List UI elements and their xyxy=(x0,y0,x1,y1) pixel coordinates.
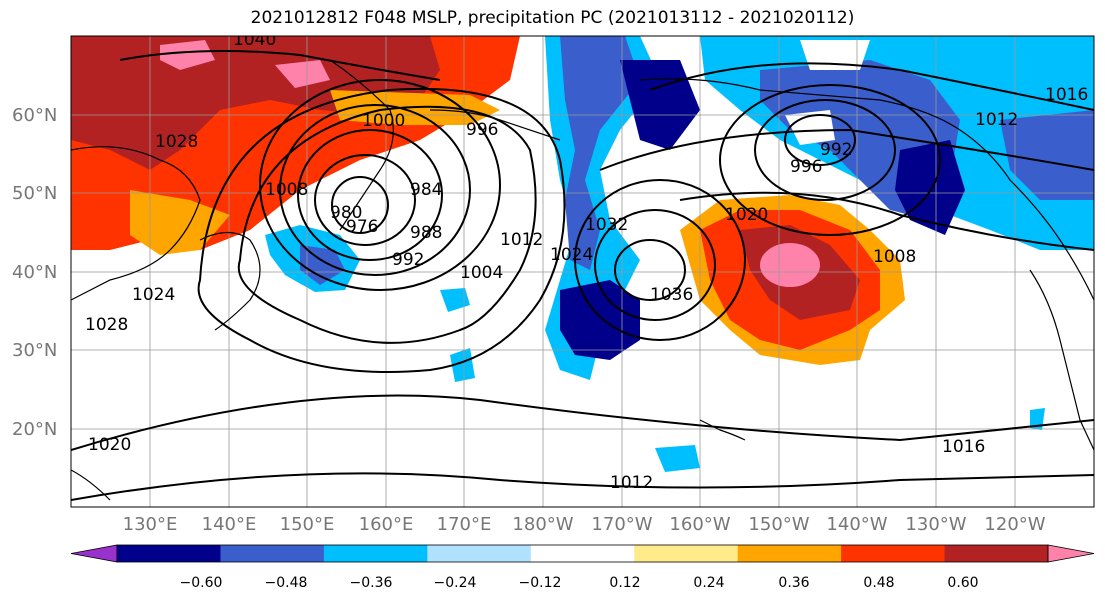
longitude-label: 150°E xyxy=(280,514,335,535)
isobar-label: 1004 xyxy=(460,263,503,283)
colorbar-tick-label: 0.24 xyxy=(693,575,724,591)
map-frame xyxy=(70,35,1095,508)
colorbar-segment xyxy=(737,545,842,562)
isobar-label: 992 xyxy=(820,140,852,160)
isobar-label: 984 xyxy=(410,180,442,200)
colorbar-tick-label: −0.60 xyxy=(180,575,223,591)
colorbar-tick-label: 0.48 xyxy=(863,575,894,591)
colorbar-extend-low xyxy=(70,544,118,563)
colorbar-tick-label: 0.60 xyxy=(947,575,978,591)
longitude-label: 180°W xyxy=(512,514,573,535)
isobar-labels: 1040 1036 1028 1028 1024 1020 1016 1012 … xyxy=(85,30,1088,493)
isobar-label: 1008 xyxy=(265,180,308,200)
colorbar-frame xyxy=(116,544,1049,563)
longitude-label: 140°W xyxy=(826,514,887,535)
colorbar-segment xyxy=(323,545,428,562)
negative-anomaly-central-navy xyxy=(560,280,640,360)
latitude-label: 30°N xyxy=(12,340,57,361)
precipitation-shading: 1040 1036 1028 1028 1024 1020 1016 1012 … xyxy=(71,30,1094,507)
colorbar-segment xyxy=(427,545,532,562)
isobar-label: 1020 xyxy=(725,205,768,225)
longitude-label: 140°E xyxy=(202,514,257,535)
isobar-label: 976 xyxy=(346,217,378,237)
longitude-label: 120°W xyxy=(984,514,1045,535)
isobar-label: 1016 xyxy=(942,437,985,457)
patch-hawaii-east xyxy=(655,445,700,472)
isobar-label: 980 xyxy=(330,203,362,223)
isobar-label: 1040 xyxy=(233,30,276,50)
isobar-label: 992 xyxy=(392,250,424,270)
colorbar-tick-label: 0.36 xyxy=(778,575,809,591)
colorbar-tick-labels: −0.60 −0.48 −0.36 −0.24 −0.12 0.12 0.24 … xyxy=(180,575,979,591)
colorbar-tick-label: −0.24 xyxy=(434,575,477,591)
longitude-label: 170°W xyxy=(591,514,652,535)
colorbar-segment xyxy=(530,545,635,562)
isobar-label: 1016 xyxy=(1045,85,1088,105)
negative-anomaly-central-band-blue xyxy=(560,36,640,270)
map-title: 2021012812 F048 MSLP, precipitation PC (… xyxy=(250,8,855,28)
isobar-label: 1008 xyxy=(873,247,916,267)
isobar-label: 1012 xyxy=(975,110,1018,130)
isobar-label: 1012 xyxy=(610,473,653,493)
isobar-label: 1028 xyxy=(155,132,198,152)
latitude-label: 60°N xyxy=(12,105,57,126)
negative-anomaly-gulf-alaska-navy xyxy=(895,140,965,235)
longitude-label: 160°W xyxy=(669,514,730,535)
isobar-label: 1020 xyxy=(88,435,131,455)
latitude-label: 20°N xyxy=(12,419,57,440)
negative-anomaly-japan-inner xyxy=(300,245,345,285)
latitude-label: 50°N xyxy=(12,183,57,204)
longitude-label: 130°E xyxy=(123,514,178,535)
colorbar-segment xyxy=(634,545,739,562)
white-hole-alaska xyxy=(785,110,835,145)
isobar-label: 1024 xyxy=(132,285,175,305)
latitude-label: 40°N xyxy=(12,262,57,283)
colorbar-segment xyxy=(117,545,221,562)
isobar-label: 996 xyxy=(466,120,498,140)
coastlines xyxy=(71,59,1094,501)
patch-central-small xyxy=(440,288,470,312)
longitude-label: 130°W xyxy=(905,514,966,535)
positive-anomaly-east-pacific-pink xyxy=(760,243,820,287)
colorbar-tick-label: −0.36 xyxy=(350,575,393,591)
isobar-label: 1012 xyxy=(500,230,543,250)
negative-anomaly-north-navy xyxy=(620,60,700,150)
colorbar xyxy=(70,544,1095,563)
isobar-label: 1000 xyxy=(362,111,405,131)
patch-central-small2 xyxy=(450,348,475,382)
isobar-label: 988 xyxy=(410,223,442,243)
isobar-low-inner xyxy=(331,176,389,234)
isobars xyxy=(71,50,1094,501)
isobar-label: 996 xyxy=(790,157,822,177)
isobar-label: 1024 xyxy=(550,245,593,265)
longitude-label: 170°E xyxy=(437,514,492,535)
positive-anomaly-asia-pink2 xyxy=(275,60,330,88)
colorbar-segment xyxy=(220,545,325,562)
colorbar-tick-label: −0.12 xyxy=(519,575,562,591)
isobar-label: 1036 xyxy=(650,285,693,305)
longitude-label: 150°W xyxy=(748,514,809,535)
colorbar-segment xyxy=(944,545,1049,562)
isobar-label: 1032 xyxy=(585,215,628,235)
isobar-label: 1028 xyxy=(85,315,128,335)
negative-anomaly-east xyxy=(1000,110,1094,200)
colorbar-extend-high xyxy=(1047,544,1095,563)
longitude-label: 160°E xyxy=(359,514,414,535)
colorbar-tick-label: −0.48 xyxy=(265,575,308,591)
positive-anomaly-asia-pink1 xyxy=(160,40,215,70)
latitude-axis: 60°N 50°N 40°N 30°N 20°N xyxy=(12,105,57,440)
longitude-axis: 130°E 140°E 150°E 160°E 170°E 180°W 170°… xyxy=(123,514,1046,535)
colorbar-segment xyxy=(841,545,946,562)
positive-anomaly-asia-strong xyxy=(71,36,440,170)
colorbar-tick-label: 0.12 xyxy=(609,575,640,591)
